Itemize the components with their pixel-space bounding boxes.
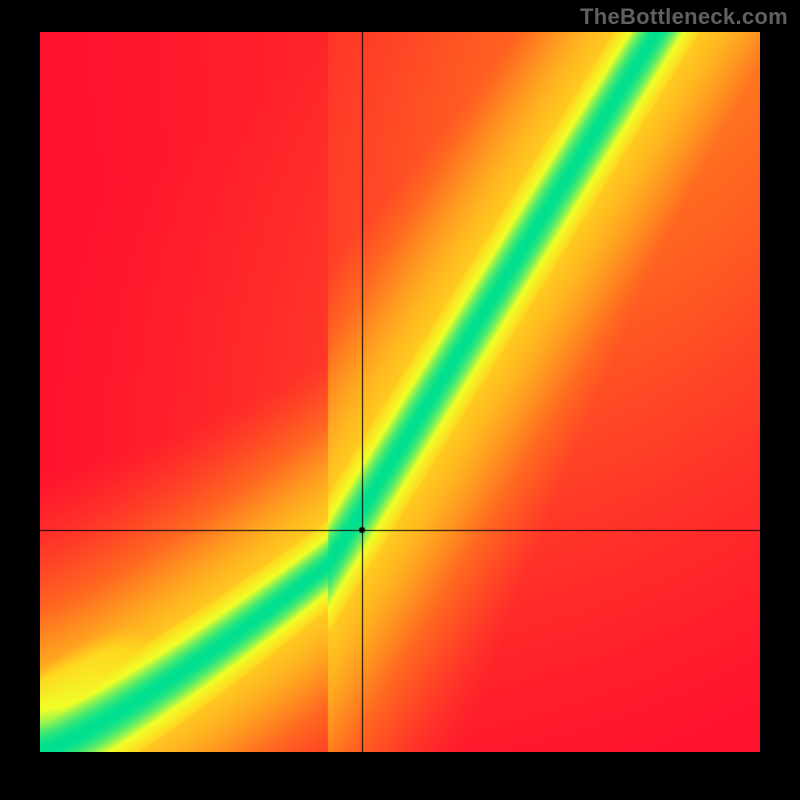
heatmap-canvas	[40, 32, 760, 752]
bottleneck-heatmap	[40, 32, 760, 752]
watermark: TheBottleneck.com	[580, 4, 788, 30]
